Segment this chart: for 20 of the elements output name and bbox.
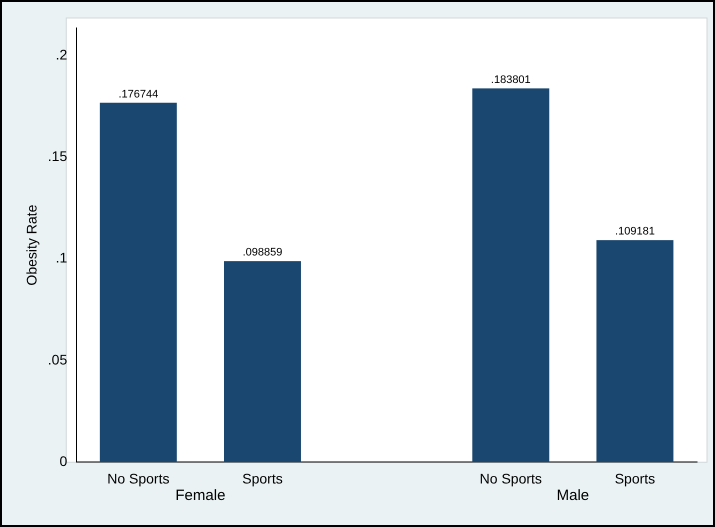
bar xyxy=(100,102,177,462)
y-tick-label: .15 xyxy=(48,148,68,164)
y-tick-label: 0 xyxy=(59,453,68,470)
text: Female xyxy=(175,486,226,504)
bar xyxy=(472,88,550,462)
data-label: .183801 xyxy=(490,74,531,86)
x-tick-label: No Sports xyxy=(107,470,170,486)
data-label: .109181 xyxy=(615,226,655,238)
data-label: .098859 xyxy=(242,246,282,259)
x-tick-label: Sports xyxy=(614,470,656,486)
bar xyxy=(224,261,301,462)
text: Male xyxy=(556,486,590,504)
y-axis-title: Obesity Rate xyxy=(23,204,40,286)
x-tick-label: No Sports xyxy=(480,470,542,486)
data-label: .176744 xyxy=(118,88,158,100)
x-tick-label: Sports xyxy=(242,470,283,486)
y-tick-label: .2 xyxy=(56,46,68,62)
y-tick-label: .1 xyxy=(56,250,68,266)
bar xyxy=(596,240,674,462)
y-tick-label: .05 xyxy=(48,351,68,368)
